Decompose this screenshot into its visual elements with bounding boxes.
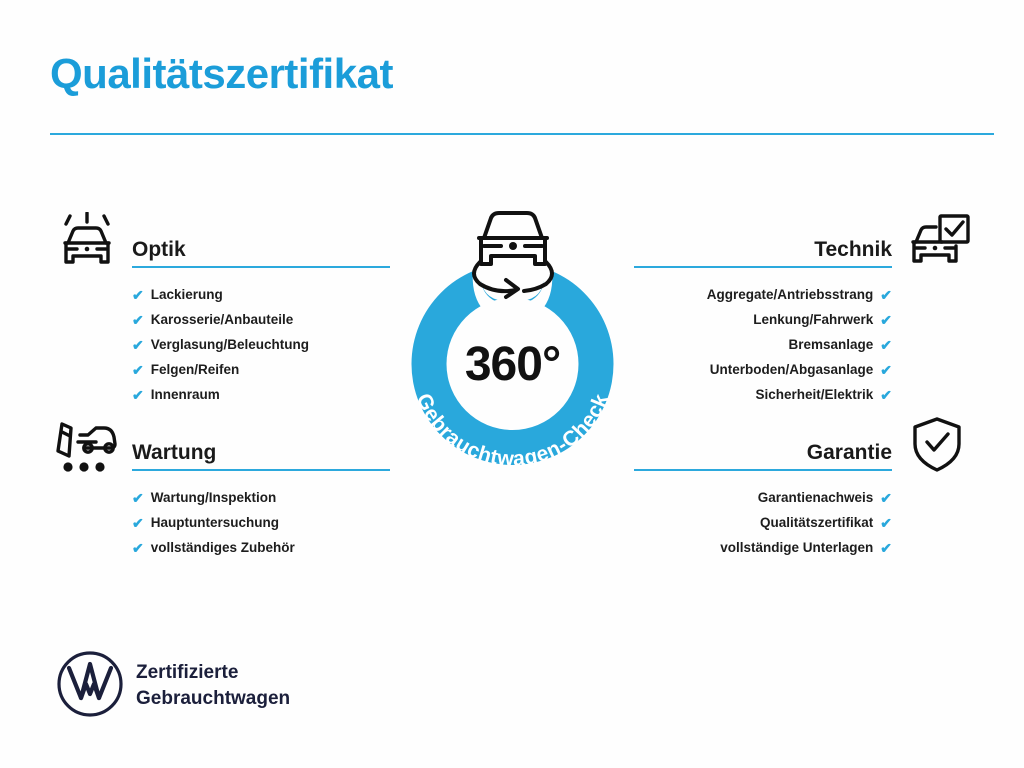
section-heading: Technik: [814, 238, 892, 261]
list-item: Garantienachweis ✔: [634, 485, 892, 510]
section-underline: [634, 469, 892, 471]
list-item-label: Unterboden/Abgasanlage: [709, 361, 874, 377]
badge-number: 360°: [464, 338, 561, 391]
section-underline: [634, 266, 892, 268]
list-item-label: Felgen/Reifen: [150, 361, 240, 377]
list-item-label: Lackierung: [150, 286, 223, 302]
car-front-checkbox-icon: [902, 212, 974, 272]
check-icon: ✔: [132, 361, 144, 378]
list-item-label: Wartung/Inspektion: [150, 489, 277, 505]
list-item: ✔ Karosserie/Anbauteile: [132, 307, 390, 332]
title-divider: [50, 133, 994, 135]
list-item-label: Hauptuntersuchung: [150, 514, 279, 530]
section-header: Wartung: [50, 415, 390, 477]
vw-line-2: Gebrauchtwagen: [136, 687, 291, 709]
car-front-shine-icon: [50, 212, 122, 272]
check-icon: ✔: [880, 311, 892, 328]
badge-ring: Gebrauchtwagen-Check: [411, 255, 614, 471]
vw-wordmark: Zertifizierte Gebrauchtwagen: [136, 660, 290, 711]
section-header: Optik: [50, 212, 390, 274]
check-icon: ✔: [880, 386, 892, 403]
list-item-label: Verglasung/Beleuchtung: [150, 336, 310, 352]
section-wartung: Wartung ✔ Wartung/Inspektion ✔ Hauptunters…: [50, 415, 390, 560]
list-item: ✔ Lackierung: [132, 282, 390, 307]
list-item-label: Bremsanlage: [788, 336, 874, 352]
list-item-label: Aggregate/Antriebsstrang: [706, 286, 874, 302]
check-icon: ✔: [132, 539, 144, 556]
check-icon: ✔: [880, 336, 892, 353]
list-item-label: Sicherheit/Elektrik: [755, 386, 874, 402]
list-item: Qualitätszertifikat ✔: [634, 510, 892, 535]
check-icon: ✔: [132, 514, 144, 531]
section-garantie: Garantie Garantienachweis ✔ Qualitätszert…: [634, 415, 974, 560]
list-item: ✔ Innenraum: [132, 382, 390, 407]
section-heading: Garantie: [806, 441, 892, 464]
page-title: Qualitätszertifikat: [50, 50, 393, 97]
vw-logo: [56, 650, 124, 718]
section-underline: [132, 469, 390, 471]
section-underline: [132, 266, 390, 268]
list-item-label: Lenkung/Fahrwerk: [753, 311, 874, 327]
list-item-label: vollständige Unterlagen: [720, 539, 874, 555]
section-header: Garantie: [634, 415, 974, 477]
list-item: ✔ vollständiges Zubehör: [132, 535, 390, 560]
list-item-label: Innenraum: [150, 386, 220, 402]
list-item-label: vollständiges Zubehör: [150, 539, 295, 555]
car-front-rotate-icon: [458, 200, 568, 300]
list-item: ✔ Felgen/Reifen: [132, 357, 390, 382]
car-lift-service-icon: [50, 415, 122, 475]
section-technik: Technik Aggregate/Antriebsstrang ✔ Lenkun…: [634, 212, 974, 407]
checklist-wartung: ✔ Wartung/Inspektion ✔ Hauptuntersuchung ✔…: [50, 485, 390, 560]
section-header: Technik: [634, 212, 974, 274]
list-item: vollständige Unterlagen ✔: [634, 535, 892, 560]
badge-360-check: Gebrauchtwagen-Check 360°: [385, 255, 640, 473]
list-item: Aggregate/Antriebsstrang ✔: [634, 282, 892, 307]
check-icon: ✔: [132, 311, 144, 328]
section-heading: Wartung: [132, 441, 217, 464]
check-icon: ✔: [880, 286, 892, 303]
check-icon: ✔: [132, 489, 144, 506]
section-heading: Optik: [132, 238, 186, 261]
checklist-technik: Aggregate/Antriebsstrang ✔ Lenkung/Fahrwe…: [634, 282, 974, 407]
check-icon: ✔: [880, 514, 892, 531]
list-item: Sicherheit/Elektrik ✔: [634, 382, 892, 407]
check-icon: ✔: [132, 286, 144, 303]
list-item: Lenkung/Fahrwerk ✔: [634, 307, 892, 332]
shield-check-icon: [902, 415, 974, 475]
list-item: Bremsanlage ✔: [634, 332, 892, 357]
list-item-label: Garantienachweis: [757, 489, 874, 505]
list-item: ✔ Verglasung/Beleuchtung: [132, 332, 390, 357]
list-item: ✔ Wartung/Inspektion: [132, 485, 390, 510]
check-icon: ✔: [880, 489, 892, 506]
list-item-label: Karosserie/Anbauteile: [150, 311, 294, 327]
check-icon: ✔: [880, 539, 892, 556]
check-icon: ✔: [132, 336, 144, 353]
check-icon: ✔: [132, 386, 144, 403]
vw-line-1: Zertifizierte: [136, 662, 239, 683]
checklist-optik: ✔ Lackierung ✔ Karosserie/Anbauteile ✔ Verg…: [50, 282, 390, 407]
check-icon: ✔: [880, 361, 892, 378]
checklist-garantie: Garantienachweis ✔ Qualitätszertifikat ✔ v…: [634, 485, 974, 560]
list-item-label: Qualitätszertifikat: [759, 514, 874, 530]
section-optik: Optik ✔ Lackierung ✔ Karosserie/Anbauteile…: [50, 212, 390, 407]
list-item: Unterboden/Abgasanlage ✔: [634, 357, 892, 382]
list-item: ✔ Hauptuntersuchung: [132, 510, 390, 535]
